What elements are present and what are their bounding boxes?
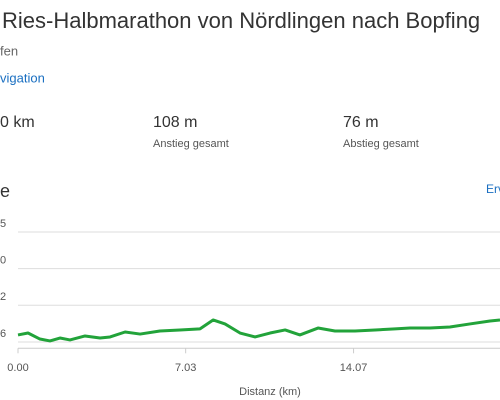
y-tick-label: 2 [0,291,6,303]
section-title: e [0,181,10,201]
y-tick-label: 6 [0,328,6,340]
descent-label: Abstieg gesamt [343,138,419,150]
distance-value: 0 km [0,114,35,131]
y-tick-label: 0 [0,255,6,267]
descent-value: 76 m [343,114,379,131]
x-tick-label: 7.03 [175,362,196,374]
x-tick-label: 14.07 [340,362,368,374]
ascent-value: 108 m [153,114,197,131]
route-title: Ries-Halbmarathon von Nördlingen nach Bo… [2,8,480,33]
elevation-line [17,318,500,343]
x-tick-label: 0.00 [7,362,28,374]
navigation-link[interactable]: vigation [0,70,45,85]
y-tick-label: 5 [0,218,6,230]
route-type: fen [0,43,18,58]
expand-link[interactable]: Erv [486,182,500,196]
x-axis-label: Distanz (km) [239,386,301,398]
ascent-label: Anstieg gesamt [153,138,229,150]
